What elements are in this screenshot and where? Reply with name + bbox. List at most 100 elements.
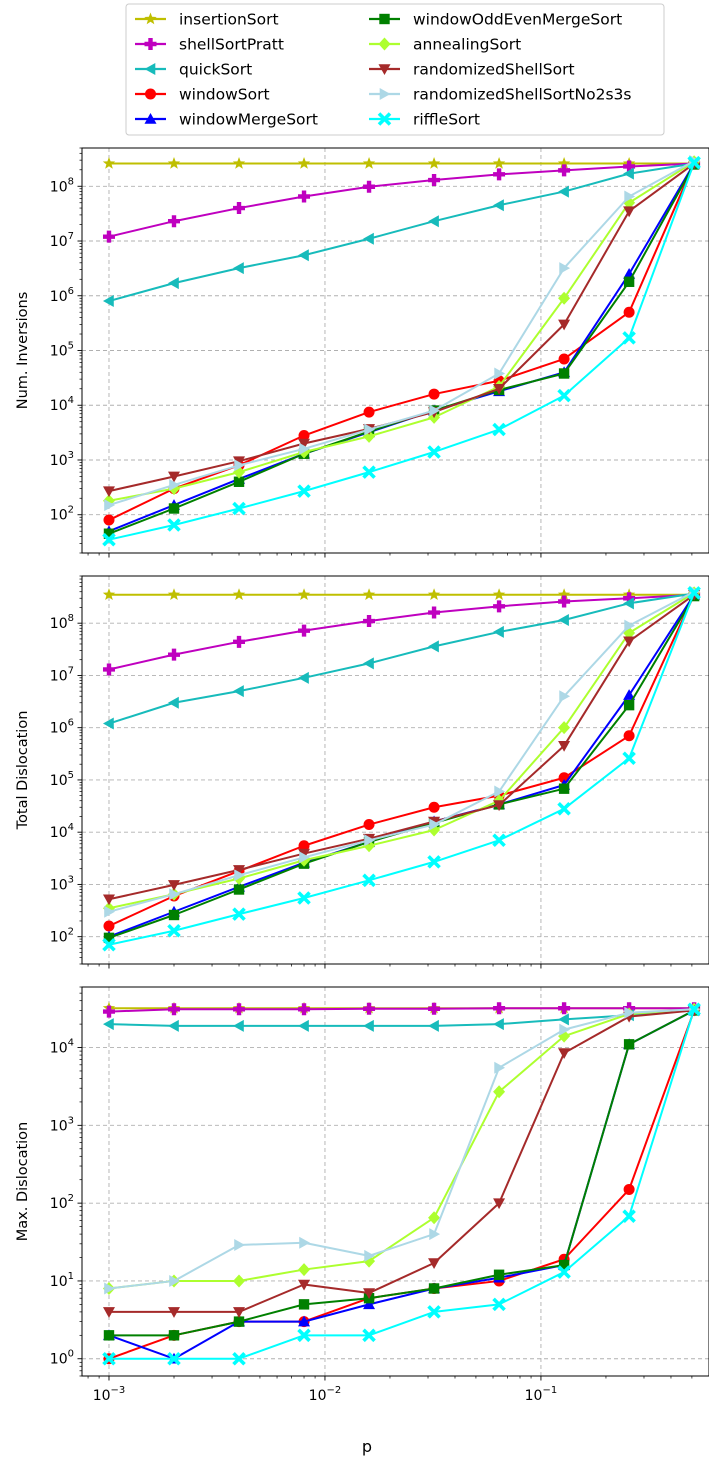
series-riffle-sort (102, 155, 701, 547)
y-tick-label: 105 (50, 341, 74, 360)
data-point (687, 586, 701, 600)
data-point (234, 459, 246, 472)
data-point (558, 185, 569, 198)
data-point (234, 869, 246, 882)
data-point (168, 503, 180, 514)
data-point (298, 1279, 311, 1291)
series-line (108, 1010, 696, 1360)
data-point (623, 306, 635, 318)
data-point (299, 442, 311, 455)
legend-entry-randomized-shell-sort: randomizedShellSort (369, 61, 575, 79)
data-point (298, 430, 310, 442)
data-point (428, 640, 439, 653)
series-line (108, 1009, 695, 1337)
legend-entry-window-merge-sort: windowMergeSort (135, 111, 318, 129)
data-point (428, 1283, 440, 1294)
series-annealing-sort (102, 155, 701, 508)
legend-label: windowOddEvenMergeSort (413, 11, 622, 29)
series-line (108, 592, 695, 910)
data-point (363, 406, 375, 418)
legend-label: windowSort (179, 86, 270, 104)
series-randomized-shell-sort-no2s3s (104, 585, 701, 918)
series-group (102, 585, 701, 952)
y-tick-label: 104 (50, 395, 74, 414)
data-point (298, 438, 311, 450)
data-point (298, 1019, 309, 1032)
data-point (493, 1002, 506, 1015)
x-tick-label: 10−2 (309, 1385, 342, 1404)
legend: insertionSort shellSortPratt quickSort wind… (125, 3, 665, 136)
data-point (492, 833, 506, 848)
data-point (232, 588, 246, 601)
data-point (427, 445, 441, 459)
series-riffle-sort (102, 586, 701, 952)
series-line (108, 1008, 695, 1290)
legend-marker-square (379, 13, 390, 25)
data-point (102, 717, 114, 730)
y-tick-label: 106 (50, 286, 74, 305)
data-point (558, 164, 571, 177)
data-point (429, 404, 441, 417)
data-point (104, 499, 115, 512)
y-tick-label: 107 (50, 665, 74, 684)
data-point (623, 592, 636, 605)
data-point (624, 1006, 636, 1019)
plot-frame (81, 147, 709, 554)
axes-max-dislocation: 100 101 102 103 104 10−3 10−2 10−1 (50, 986, 709, 1404)
data-point (102, 230, 115, 243)
data-point (363, 819, 375, 831)
data-point (167, 1307, 180, 1318)
data-point (169, 1274, 180, 1287)
data-point (167, 648, 180, 661)
data-point (362, 465, 376, 479)
data-point (233, 1274, 246, 1288)
y-tick-label: 108 (50, 613, 74, 632)
data-point (363, 180, 376, 193)
series-line (108, 162, 696, 541)
series-line (108, 162, 695, 303)
data-point (429, 1228, 441, 1241)
legend-entry-riffle-sort: riffleSort (369, 111, 480, 129)
data-point (623, 730, 635, 742)
y-tick-label: 102 (50, 927, 74, 946)
panel-max-dislocation: 100 101 102 103 104 10−3 10−2 10−1 Max. Dislocat… (15, 986, 709, 1404)
data-point (103, 920, 115, 932)
data-point (297, 157, 311, 169)
data-point (362, 873, 376, 888)
y-tick-label: 103 (50, 874, 74, 893)
data-point (493, 800, 506, 812)
y-tick-label: 104 (50, 822, 74, 841)
data-point (493, 1085, 506, 1099)
x-tick-label: 10−1 (525, 1385, 558, 1404)
data-point (297, 588, 311, 601)
plot-frame (81, 575, 709, 965)
data-point (233, 635, 246, 648)
data-point (233, 202, 246, 215)
series-randomized-shell-sort-no2s3s (104, 154, 701, 512)
data-point (233, 476, 245, 487)
data-point (233, 1307, 246, 1318)
legend-label: annealingSort (413, 36, 521, 54)
data-point (624, 190, 636, 203)
data-point (493, 1018, 504, 1031)
y-tick-label: 100 (50, 1349, 74, 1368)
data-point (102, 938, 116, 952)
series-window-sort (103, 1004, 700, 1365)
series-line (108, 592, 695, 725)
data-point (558, 1002, 571, 1015)
legend-marker-x (377, 112, 392, 126)
data-point (298, 624, 311, 637)
data-point (298, 1003, 311, 1016)
data-point (558, 1048, 571, 1060)
series-line (108, 160, 695, 502)
data-point (364, 423, 376, 436)
data-point (493, 383, 506, 395)
data-point (558, 1013, 569, 1026)
data-point (687, 1002, 701, 1017)
data-point (623, 160, 636, 173)
series-line (108, 163, 696, 521)
data-point (102, 1005, 115, 1018)
series-line (108, 162, 695, 493)
legend-entry-annealing-sort: annealingSort (369, 36, 521, 54)
